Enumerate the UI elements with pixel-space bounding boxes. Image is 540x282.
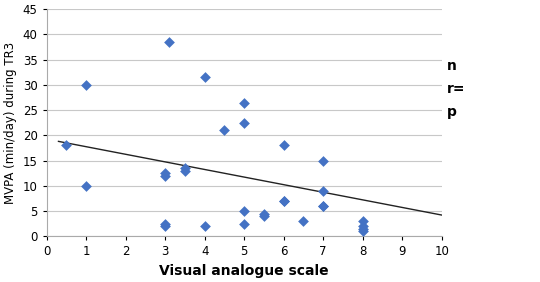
- Point: [82, 184, 91, 188]
- Point: [161, 171, 170, 175]
- Point: [220, 128, 229, 133]
- Point: [161, 221, 170, 226]
- Point: [165, 40, 173, 44]
- Point: [359, 219, 367, 223]
- Point: [82, 83, 91, 87]
- Point: [240, 209, 248, 213]
- Point: [359, 224, 367, 228]
- Point: [260, 214, 268, 218]
- X-axis label: Visual analogue scale: Visual analogue scale: [159, 264, 329, 278]
- Point: [180, 166, 189, 170]
- Point: [279, 199, 288, 203]
- Point: [240, 100, 248, 105]
- Point: [299, 219, 308, 223]
- Point: [161, 224, 170, 228]
- Point: [260, 211, 268, 216]
- Point: [319, 189, 328, 193]
- Point: [161, 173, 170, 178]
- Point: [240, 221, 248, 226]
- Point: [319, 204, 328, 208]
- Y-axis label: MVPA (min/day) during TR3: MVPA (min/day) during TR3: [4, 42, 17, 204]
- Point: [62, 143, 71, 148]
- Point: [279, 199, 288, 203]
- Text: n
r=
p: n r= p: [447, 59, 465, 119]
- Point: [359, 226, 367, 231]
- Point: [319, 158, 328, 163]
- Point: [279, 143, 288, 148]
- Point: [200, 75, 209, 80]
- Point: [200, 224, 209, 228]
- Point: [319, 204, 328, 208]
- Point: [180, 168, 189, 173]
- Point: [240, 120, 248, 125]
- Point: [359, 229, 367, 233]
